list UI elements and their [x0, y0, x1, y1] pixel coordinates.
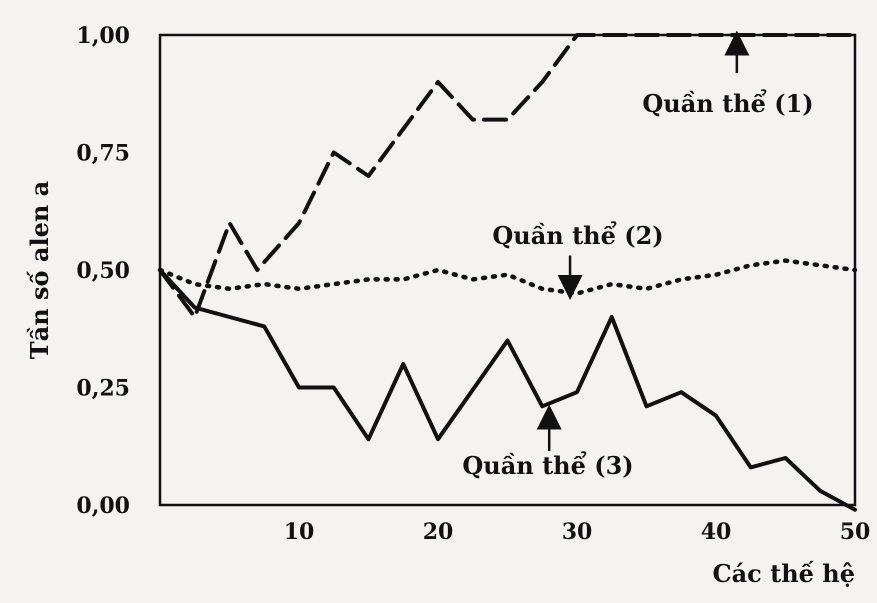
annotation-2: Quần thể (2) [492, 221, 664, 300]
x-tick-label: 30 [562, 519, 593, 545]
annotation-3: Quần thể (3) [462, 404, 634, 480]
y-tick-label: 0,25 [76, 376, 130, 402]
y-tick-label: 0,00 [76, 493, 130, 519]
x-tick-labels: 10 20 30 40 50 [284, 519, 871, 545]
x-tick-label: 50 [840, 519, 871, 545]
x-tick-label: 40 [701, 519, 732, 545]
y-tick-label: 0,75 [76, 141, 130, 167]
x-tick-label: 10 [284, 519, 315, 545]
y-tick-labels: 0,00 0,25 0,50 0,75 1,00 [76, 23, 130, 519]
annotation-label-1: Quần thể (1) [642, 89, 813, 118]
annotation-label-2: Quần thể (2) [492, 221, 663, 250]
x-tick-label: 20 [423, 519, 454, 545]
y-tick-label: 0,50 [76, 258, 130, 284]
series-line-3 [158, 268, 857, 512]
x-axis-title: Các thế hệ [713, 559, 856, 588]
series-lines [157, 33, 858, 512]
series-line-2 [157, 258, 858, 296]
y-tick-label: 1,00 [76, 23, 130, 49]
annotation-1: Quần thể (1) [642, 30, 814, 118]
y-axis-title: Tần số alen a [25, 181, 54, 359]
series-line-1 [158, 33, 857, 319]
annotation-label-3: Quần thể (3) [462, 451, 633, 480]
